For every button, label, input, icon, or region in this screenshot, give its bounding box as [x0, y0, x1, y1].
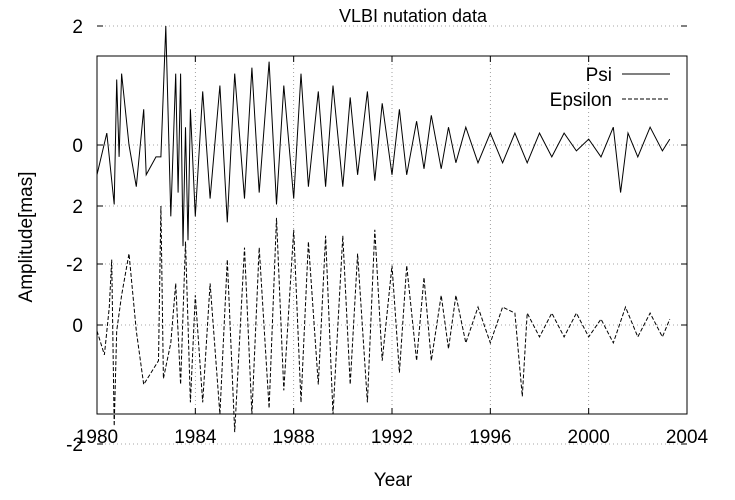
- y-tick-label: 0: [72, 316, 83, 337]
- ticks: 1980 1984 1988 1992 1996 2000 2004 2 0 -2 2 0 -2: [66, 17, 708, 456]
- grid: [97, 25, 687, 445]
- x-tick-label: 2004: [666, 427, 709, 448]
- x-tick-label: 1992: [371, 427, 413, 448]
- legend-label-psi: Psi: [586, 65, 612, 86]
- y-axis-label: Amplitude[mas]: [16, 172, 37, 303]
- x-tick-label: 1980: [76, 427, 118, 448]
- series-layer: [96, 25, 671, 433]
- x-tick-label: 1988: [273, 427, 315, 448]
- y-tick-label: -2: [66, 435, 83, 456]
- y-tick-label: 0: [72, 136, 83, 157]
- x-tick-label: 1996: [469, 427, 511, 448]
- y-tick-label: -2: [66, 255, 83, 276]
- legend: Psi Epsilon: [550, 65, 670, 111]
- y-tick-label: 2: [72, 197, 83, 218]
- x-axis-label: Year: [374, 470, 413, 491]
- x-tick-label: 1984: [174, 427, 217, 448]
- y-tick-label: 2: [72, 17, 83, 38]
- x-tick-label: 2000: [568, 427, 610, 448]
- legend-label-epsilon: Epsilon: [550, 90, 612, 111]
- series-psi-line: [96, 25, 671, 247]
- chart-title: VLBI nutation data: [339, 6, 488, 26]
- series-epsilon-line: [96, 205, 671, 433]
